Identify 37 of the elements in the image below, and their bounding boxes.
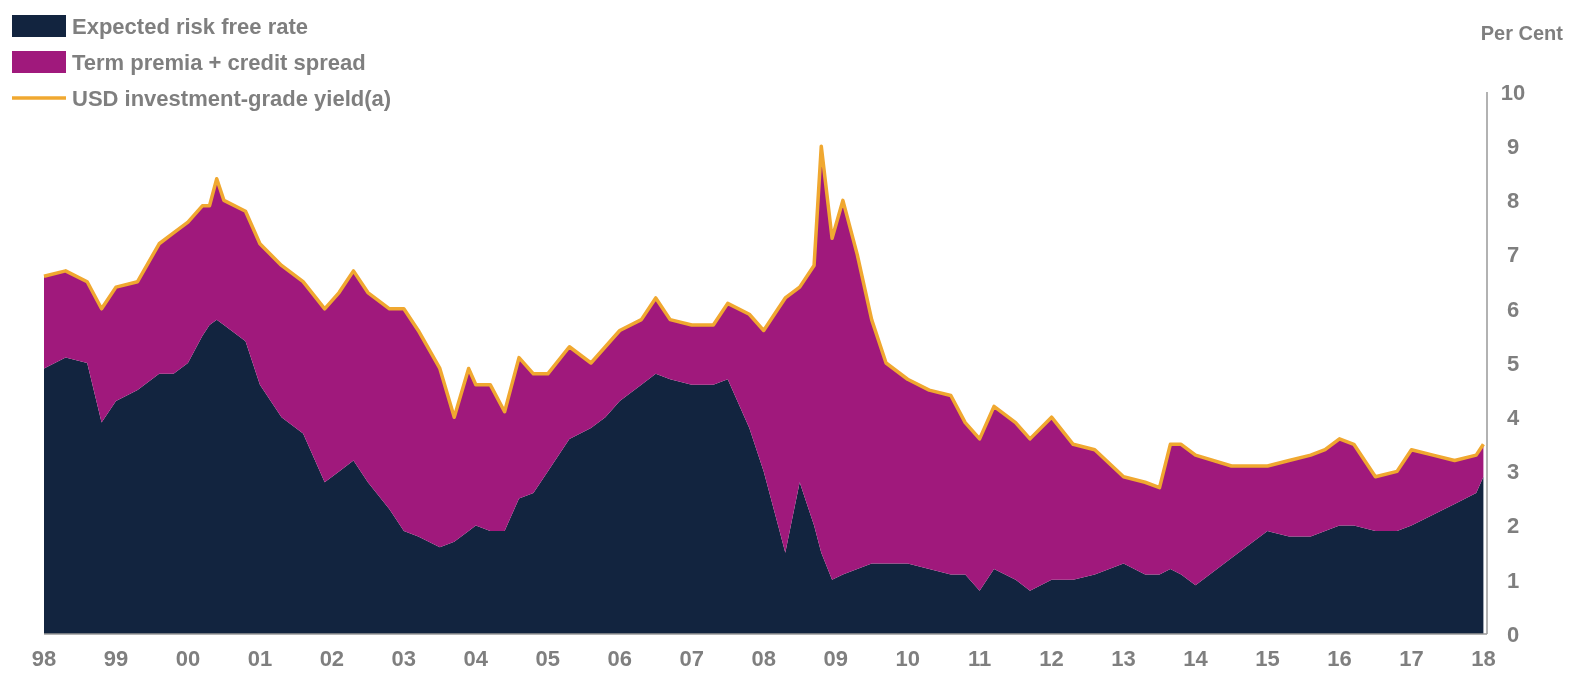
y-tick-label: 7	[1506, 242, 1520, 268]
x-tick-label: 12	[1039, 646, 1064, 671]
x-tick-label: 15	[1255, 646, 1280, 671]
x-tick-label: 18	[1471, 646, 1496, 671]
legend-label: Term premia + credit spread	[72, 49, 366, 75]
line-series	[42, 144, 1486, 490]
y-tick-label: 4	[1506, 404, 1520, 430]
x-tick-label: 07	[679, 646, 704, 671]
x-tick-label: 08	[751, 646, 776, 671]
x-tick-label: 10	[895, 646, 920, 671]
y-tick-label: 10	[1500, 79, 1526, 105]
x-tick-label: 01	[247, 646, 273, 671]
x-tick-label: 05	[535, 646, 561, 671]
x-tick-label: 06	[607, 646, 632, 671]
y-axis-title: Per Cent	[1480, 22, 1564, 44]
y-tick-label: 1	[1506, 567, 1520, 593]
y-tick-label: 0	[1506, 621, 1520, 647]
x-tick-label: 14	[1183, 646, 1209, 671]
x-tick-label: 02	[319, 646, 345, 671]
y-tick-label: 5	[1506, 350, 1520, 376]
x-tick-label: 17	[1399, 646, 1424, 671]
y-tick-label: 9	[1506, 133, 1520, 159]
x-tick-label: 16	[1327, 646, 1352, 671]
x-tick-label: 03	[391, 646, 417, 671]
y-tick-label: 6	[1506, 296, 1520, 322]
x-tick-label: 13	[1111, 646, 1136, 671]
x-tick-label: 09	[823, 646, 848, 671]
legend-label: Expected risk free rate	[72, 13, 309, 39]
x-tick-label: 99	[103, 646, 129, 671]
y-tick-label: 2	[1506, 513, 1520, 539]
x-tick-label: 00	[175, 646, 201, 671]
y-tick-label: 8	[1506, 188, 1520, 214]
x-tick-label: 11	[967, 646, 992, 671]
y-tick-label: 3	[1506, 459, 1520, 485]
x-tick-label: 98	[31, 646, 57, 671]
x-tick-label: 04	[463, 646, 489, 671]
legend-label: USD investment-grade yield(a)	[72, 85, 392, 111]
